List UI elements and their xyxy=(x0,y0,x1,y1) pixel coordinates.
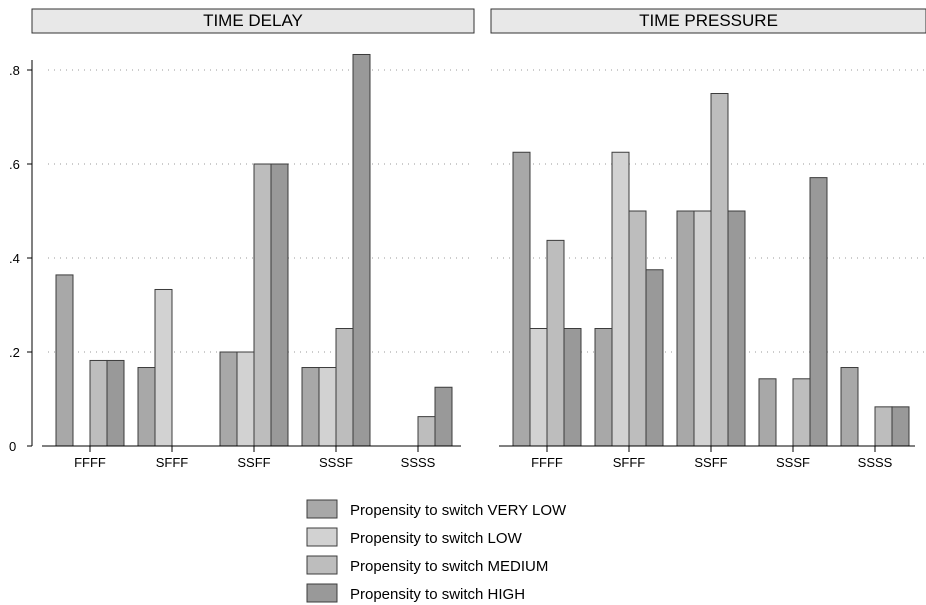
bar-ssff-series-0 xyxy=(219,351,238,447)
x-tick-label: SSSS xyxy=(858,455,893,470)
bar-sssf-series-3 xyxy=(352,53,371,447)
panel-header xyxy=(31,8,475,34)
bar-ffff-series-1 xyxy=(529,328,548,447)
bar-sssf-series-1 xyxy=(318,367,337,447)
bar-ffff-series-2 xyxy=(89,359,108,447)
legend-swatch xyxy=(306,527,338,547)
x-tick-label: SSSF xyxy=(776,455,810,470)
bar-sssf-series-0 xyxy=(301,367,320,447)
bar-ssss-series-0 xyxy=(840,367,859,447)
panel-title: TIME DELAY xyxy=(203,11,303,30)
y-tick-label: .6 xyxy=(9,157,20,172)
bar-sfff-series-2 xyxy=(628,210,647,447)
bar-ssff-series-1 xyxy=(693,210,712,447)
bar-sssf-series-2 xyxy=(792,378,811,447)
legend: Propensity to switch VERY LOW Propensity … xyxy=(306,499,567,603)
bar-ffff-series-2 xyxy=(546,239,565,447)
bar-ssff-series-2 xyxy=(253,163,272,447)
bar-sfff-series-1 xyxy=(154,288,173,447)
legend-label: Propensity to switch MEDIUM xyxy=(350,558,548,575)
y-tick-label: 0 xyxy=(9,439,16,454)
bar-ssff-series-0 xyxy=(676,210,695,447)
legend-label: Propensity to switch LOW xyxy=(350,530,523,547)
bar-ffff-series-3 xyxy=(563,328,582,447)
bar-sfff-series-1 xyxy=(611,151,630,447)
bar-ssff-series-1 xyxy=(236,351,255,447)
x-tick-label: SSFF xyxy=(694,455,727,470)
bar-ssss-series-2 xyxy=(417,416,436,447)
bar-ssff-series-3 xyxy=(727,210,746,447)
x-tick-label: SSSS xyxy=(401,455,436,470)
x-tick-label: SFFF xyxy=(156,455,189,470)
legend-swatch xyxy=(306,583,338,603)
bar-ssff-series-2 xyxy=(710,93,729,447)
legend-label: Propensity to switch HIGH xyxy=(350,586,525,603)
y-tick-label: .4 xyxy=(9,251,20,266)
y-tick-label: .8 xyxy=(9,63,20,78)
y-tick-label: .2 xyxy=(9,345,20,360)
x-tick-label: FFFF xyxy=(531,455,563,470)
x-tick-label: SSSF xyxy=(319,455,353,470)
x-tick-label: SSFF xyxy=(237,455,270,470)
bar-ffff-series-0 xyxy=(55,274,74,447)
panel-header xyxy=(490,8,926,34)
bar-ffff-series-3 xyxy=(106,359,125,447)
bar-sssf-series-0 xyxy=(758,378,777,447)
panel-time-pressure: TIME PRESSURE FFFF SFFF SSFF SSSF SSSS xyxy=(490,8,926,470)
bar-ssss-series-3 xyxy=(891,406,910,447)
bar-ssss-series-2 xyxy=(874,406,893,447)
bar-sfff-series-0 xyxy=(137,367,156,447)
bar-ssff-series-3 xyxy=(270,163,289,447)
legend-swatch xyxy=(306,555,338,575)
bar-ffff-series-0 xyxy=(512,151,531,447)
panel-title: TIME PRESSURE xyxy=(639,11,778,30)
legend-swatch xyxy=(306,499,338,519)
legend-label: Propensity to switch VERY LOW xyxy=(350,502,567,519)
bar-sfff-series-0 xyxy=(594,328,613,447)
x-tick-label: SFFF xyxy=(613,455,646,470)
bar-sssf-series-3 xyxy=(809,177,828,447)
bar-sfff-series-3 xyxy=(645,269,664,447)
panel-time-delay: TIME DELAY 0 .2 .4 .6 .8 FFFF SFFF SSFF SSSF SSSS xyxy=(9,8,475,470)
bar-sssf-series-2 xyxy=(335,328,354,447)
bar-ssss-series-3 xyxy=(434,386,453,447)
x-tick-label: FFFF xyxy=(74,455,106,470)
